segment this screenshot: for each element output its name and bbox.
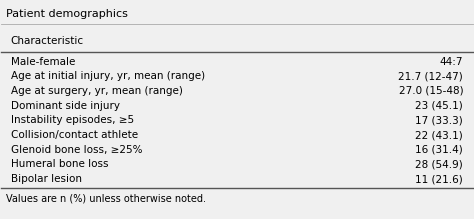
Text: Humeral bone loss: Humeral bone loss xyxy=(11,159,109,170)
Text: Collision/contact athlete: Collision/contact athlete xyxy=(11,130,138,140)
Text: Glenoid bone loss, ≥25%: Glenoid bone loss, ≥25% xyxy=(11,145,142,155)
Text: 44:7: 44:7 xyxy=(440,57,463,67)
Text: 28 (54.9): 28 (54.9) xyxy=(415,159,463,170)
Text: Age at surgery, yr, mean (range): Age at surgery, yr, mean (range) xyxy=(11,86,182,96)
Text: Age at initial injury, yr, mean (range): Age at initial injury, yr, mean (range) xyxy=(11,71,205,81)
Text: 23 (45.1): 23 (45.1) xyxy=(415,101,463,111)
Text: Patient demographics: Patient demographics xyxy=(6,9,128,19)
Text: 21.7 (12-47): 21.7 (12-47) xyxy=(399,71,463,81)
Text: Characteristic: Characteristic xyxy=(11,36,84,46)
Text: Instability episodes, ≥5: Instability episodes, ≥5 xyxy=(11,115,134,125)
Text: 16 (31.4): 16 (31.4) xyxy=(415,145,463,155)
Text: 17 (33.3): 17 (33.3) xyxy=(415,115,463,125)
Text: Dominant side injury: Dominant side injury xyxy=(11,101,120,111)
Text: Male-female: Male-female xyxy=(11,57,75,67)
Text: 11 (21.6): 11 (21.6) xyxy=(415,174,463,184)
Text: 27.0 (15-48): 27.0 (15-48) xyxy=(399,86,463,96)
Text: Values are n (%) unless otherwise noted.: Values are n (%) unless otherwise noted. xyxy=(6,193,206,203)
Text: 22 (43.1): 22 (43.1) xyxy=(415,130,463,140)
Text: Bipolar lesion: Bipolar lesion xyxy=(11,174,82,184)
